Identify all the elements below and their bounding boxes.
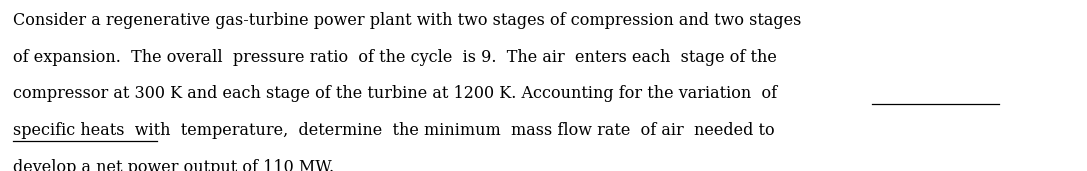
Text: develop a net power output of 110 MW.: develop a net power output of 110 MW.	[13, 159, 334, 171]
Text: specific heats  with  temperature,  determine  the minimum  mass flow rate  of a: specific heats with temperature, determi…	[13, 122, 775, 139]
Text: compressor at 300 K and each stage of the turbine at 1200 K. Accounting for the : compressor at 300 K and each stage of th…	[13, 86, 777, 102]
Text: Consider a regenerative gas-turbine power plant with two stages of compression a: Consider a regenerative gas-turbine powe…	[13, 12, 801, 29]
Text: of expansion.  The overall  pressure ratio  of the cycle  is 9.  The air  enters: of expansion. The overall pressure ratio…	[13, 49, 777, 66]
